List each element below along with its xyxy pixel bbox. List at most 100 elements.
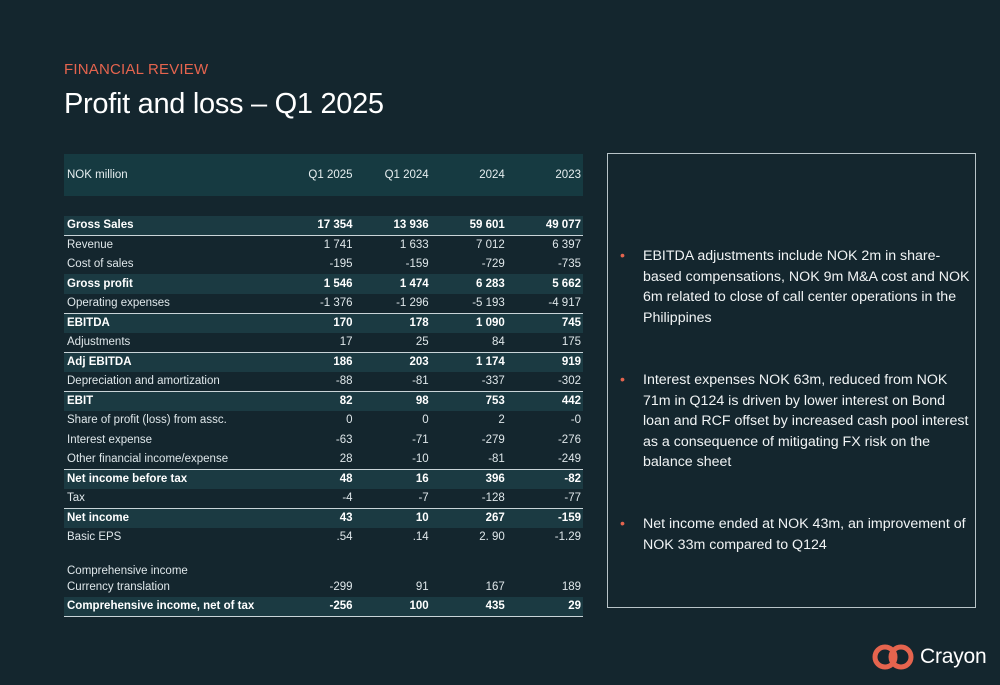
bullet-text: EBITDA adjustments include NOK 2m in sha… bbox=[643, 248, 970, 326]
row-value: -0 bbox=[570, 414, 581, 427]
commentary-bullet: • Net income ended at NOK 43m, an improv… bbox=[620, 514, 970, 555]
table-body: Gross Sales 17 354 13 936 59 601 49 077 Reven… bbox=[64, 196, 583, 617]
table-row: Gross Sales 17 354 13 936 59 601 49 077 bbox=[64, 215, 583, 236]
row-value: -4 bbox=[278, 488, 355, 509]
column-header: 2024 bbox=[479, 169, 505, 181]
row-value: 435 bbox=[430, 596, 507, 617]
row-value: -249 bbox=[506, 449, 583, 470]
table-row: Currency translation -299 91 167 189 bbox=[64, 577, 583, 597]
row-value: 0 bbox=[422, 414, 429, 427]
table-header-row: NOK million Q1 2025 Q1 2024 2024 2023 bbox=[64, 154, 583, 196]
row-value: -1.29 bbox=[554, 531, 581, 544]
bullet-marker: • bbox=[620, 248, 625, 264]
table-row: EBITDA 170 178 1 090 745 bbox=[64, 313, 583, 333]
table-row: Comprehensive income, net of tax -256 100 4… bbox=[64, 596, 583, 617]
row-value: 49 077 bbox=[506, 215, 583, 236]
row-value: -729 bbox=[481, 258, 505, 271]
row-value: .14 bbox=[412, 531, 429, 544]
row-value: -10 bbox=[354, 449, 431, 470]
row-value: -256 bbox=[278, 596, 355, 617]
row-value: -7 bbox=[354, 488, 431, 509]
row-label: EBITDA bbox=[67, 317, 110, 329]
row-value: 170 bbox=[333, 317, 353, 329]
row-value: 753 bbox=[485, 395, 505, 407]
row-label: Gross profit bbox=[67, 277, 133, 290]
column-header: NOK million bbox=[67, 169, 128, 181]
row-value: 91 bbox=[415, 580, 429, 593]
bullet-marker: • bbox=[620, 372, 625, 388]
table-row: Net income before tax 48 16 396 -82 bbox=[64, 469, 583, 489]
row-value: 1 090 bbox=[476, 317, 505, 329]
row-value: -159 bbox=[557, 512, 581, 524]
table-row: Revenue 1 741 1 633 7 012 6 397 bbox=[64, 235, 583, 255]
table-row: Tax -4 -7 -128 -77 bbox=[64, 488, 583, 509]
row-label: Net income before tax bbox=[67, 473, 188, 485]
row-label: EBIT bbox=[67, 395, 94, 407]
row-value: 25 bbox=[354, 332, 431, 353]
row-value: 178 bbox=[409, 317, 429, 329]
row-value: -337 bbox=[430, 371, 507, 392]
row-value: 7 012 bbox=[476, 239, 505, 251]
pnl-table: NOK million Q1 2025 Q1 2024 2024 2023 Gr… bbox=[64, 154, 583, 617]
spacer-row bbox=[64, 196, 583, 216]
row-value: 59 601 bbox=[430, 215, 507, 236]
column-header: 2023 bbox=[555, 169, 581, 181]
row-value: 1 741 bbox=[323, 239, 353, 251]
row-value bbox=[431, 547, 507, 577]
row-value: 6 283 bbox=[476, 277, 505, 290]
row-label: Adj EBITDA bbox=[67, 356, 132, 368]
row-value: -279 bbox=[481, 433, 505, 446]
commentary-bullet: • EBITDA adjustments include NOK 2m in s… bbox=[620, 246, 970, 328]
row-value: 6 397 bbox=[552, 239, 581, 251]
row-value: -81 bbox=[354, 371, 431, 392]
row-value: 189 bbox=[561, 580, 581, 593]
row-label: Operating expenses bbox=[64, 293, 279, 314]
row-value: -195 bbox=[329, 258, 353, 271]
row-label: Other financial income/expense bbox=[64, 449, 279, 470]
table-row: Gross profit 1 546 1 474 6 283 5 662 bbox=[64, 274, 583, 294]
eyebrow-label: FINANCIAL REVIEW bbox=[64, 61, 209, 78]
row-label: Basic EPS bbox=[67, 531, 122, 544]
row-value: 1 474 bbox=[399, 277, 429, 290]
row-value: -63 bbox=[335, 433, 353, 446]
row-value bbox=[507, 547, 583, 577]
row-value: 5 662 bbox=[552, 277, 581, 290]
bullet-text: Net income ended at NOK 43m, an improvem… bbox=[643, 516, 966, 553]
row-label: Revenue bbox=[67, 239, 114, 251]
column-header: Q1 2025 bbox=[308, 169, 353, 181]
row-label: Comprehensive income, net of tax bbox=[64, 596, 279, 617]
row-value: 16 bbox=[415, 473, 429, 485]
row-value: .54 bbox=[336, 531, 353, 544]
row-value: 10 bbox=[415, 512, 429, 524]
row-label: Depreciation and amortization bbox=[64, 371, 279, 392]
row-value: 100 bbox=[354, 596, 431, 617]
row-value: -71 bbox=[412, 433, 429, 446]
row-value: -88 bbox=[278, 371, 355, 392]
row-label: Cost of sales bbox=[67, 258, 134, 271]
page-title: Profit and loss – Q1 2025 bbox=[64, 88, 384, 120]
table-row: Cost of sales -195 -159 -729 -735 bbox=[64, 255, 583, 275]
row-value: -299 bbox=[329, 580, 353, 593]
table-row: Other financial income/expense 28 -10 -81 -2… bbox=[64, 449, 583, 470]
row-value: -5 193 bbox=[430, 293, 507, 314]
row-value: 745 bbox=[561, 317, 581, 329]
row-value: 13 936 bbox=[354, 215, 431, 236]
row-value: 29 bbox=[506, 596, 583, 617]
table-row: Basic EPS .54 .14 2. 90 -1.29 bbox=[64, 528, 583, 548]
row-value: 442 bbox=[561, 395, 581, 407]
row-value: -77 bbox=[506, 488, 583, 509]
column-header: Q1 2024 bbox=[384, 169, 429, 181]
row-value: -276 bbox=[557, 433, 581, 446]
row-value: 1 546 bbox=[323, 277, 353, 290]
table-row: Adjustments 17 25 84 175 bbox=[64, 332, 583, 353]
commentary-panel: • EBITDA adjustments include NOK 2m in s… bbox=[607, 153, 976, 608]
row-value: 203 bbox=[409, 356, 429, 368]
row-value: -735 bbox=[557, 258, 581, 271]
row-label: Adjustments bbox=[64, 332, 279, 353]
row-value: 0 bbox=[346, 414, 353, 427]
table-row: Operating expenses -1 376 -1 296 -5 193 -4 9… bbox=[64, 293, 583, 314]
table-row: Adj EBITDA 186 203 1 174 919 bbox=[64, 352, 583, 372]
row-value: -81 bbox=[430, 449, 507, 470]
row-value: 28 bbox=[278, 449, 355, 470]
table-row: Comprehensive income bbox=[64, 547, 583, 577]
